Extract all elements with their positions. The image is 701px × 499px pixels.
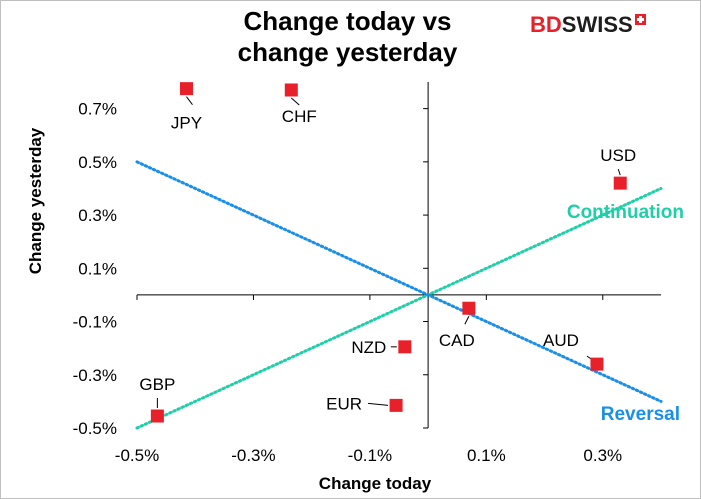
axes: [136, 82, 661, 429]
line-annotations: Continuation Reversal: [567, 202, 684, 425]
point-label-eur: EUR: [326, 394, 362, 413]
swiss-cross-icon: [634, 14, 646, 25]
trend-line-continuation: [135, 186, 663, 430]
x-tick-label: 0.1%: [467, 446, 506, 465]
y-tick-label: 0.7%: [78, 100, 117, 119]
data-point-jpy: [179, 82, 193, 96]
reversal-annotation: Reversal: [601, 404, 680, 425]
y-tick-label: 0.5%: [78, 153, 117, 172]
data-point-cad: [462, 301, 476, 315]
leader-line-eur: [368, 402, 389, 406]
data-point-chf: [284, 83, 298, 97]
trend-line-reversal: [135, 160, 663, 403]
leader-line-cad: [464, 316, 470, 325]
y-tick-label: -0.1%: [73, 313, 117, 332]
bdswiss-logo: BD SWISS: [530, 12, 646, 38]
data-point-aud: [590, 357, 604, 371]
logo-text-bd: BD: [530, 12, 562, 37]
leader-line-chf: [290, 97, 300, 106]
x-axis-title: Change today: [319, 474, 432, 493]
y-tick-label: 0.3%: [78, 206, 117, 225]
data-point-usd: [613, 176, 627, 190]
point-label-chf: CHF: [282, 107, 317, 126]
data-point-nzd: [398, 340, 412, 354]
point-label-usd: USD: [600, 146, 636, 165]
point-label-gbp: GBP: [139, 375, 175, 394]
point-label-cad: CAD: [439, 331, 475, 350]
x-tick-label: -0.5%: [115, 446, 159, 465]
chart-title: Change today vs change yesterday: [237, 6, 458, 67]
logo-text-swiss: SWISS: [561, 12, 633, 37]
leader-line-usd: [617, 168, 621, 176]
point-label-jpy: JPY: [171, 114, 202, 133]
x-tick-label: -0.1%: [348, 446, 392, 465]
x-tick-label: -0.3%: [231, 446, 275, 465]
y-axis-title: Change yesterday: [26, 127, 45, 274]
x-tick-label: 0.3%: [583, 446, 622, 465]
tick-labels: -0.5% -0.3% -0.1% 0.1% 0.3% 0.7% 0.5% 0.3% 0.1% -…: [73, 100, 623, 465]
y-tick-label: 0.1%: [78, 259, 117, 278]
data-point-eur: [389, 398, 403, 412]
continuation-annotation: Continuation: [567, 202, 684, 223]
data-points: JPY CHF USD CAD AUD NZD EUR GBP: [139, 82, 636, 423]
point-label-nzd: NZD: [351, 338, 386, 357]
y-tick-label: -0.3%: [73, 366, 117, 385]
point-label-aud: AUD: [543, 331, 579, 350]
data-point-gbp: [150, 409, 164, 423]
leader-line-jpy: [186, 96, 193, 105]
y-tick-label: -0.5%: [73, 419, 117, 438]
trend-lines: [135, 160, 663, 430]
